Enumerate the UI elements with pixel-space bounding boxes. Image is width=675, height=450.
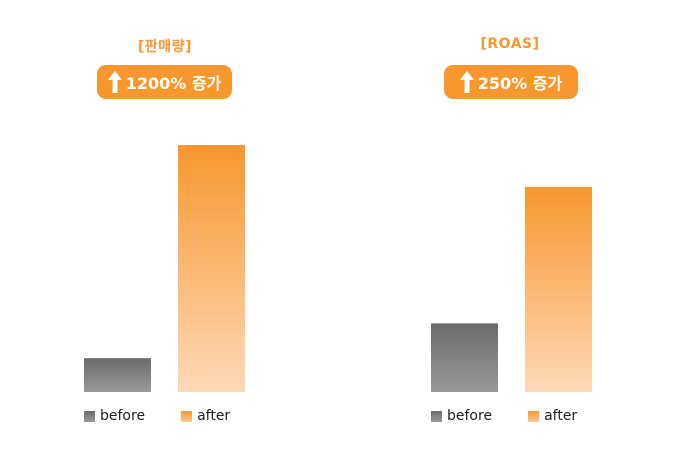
chart-title: [ROAS] <box>480 36 540 52</box>
legend-label-before: before <box>447 408 493 424</box>
chart-legend: before after <box>84 408 230 424</box>
legend-swatch-after <box>528 410 540 422</box>
legend-swatch-before <box>84 410 95 422</box>
chart-title: [판매량] <box>138 39 192 55</box>
legend-label-after: after <box>197 408 231 424</box>
legend-label-before: before <box>100 408 146 424</box>
legend-item-after: after <box>528 408 577 424</box>
chart-panel-sales: [판매량] 1200% 증가 before after <box>0 0 330 450</box>
bar-chart-roas <box>431 186 592 392</box>
legend-item-before: before <box>84 408 145 424</box>
legend-item-before: before <box>431 408 492 424</box>
bar-after <box>178 145 245 392</box>
increase-badge: 1200% 증가 <box>97 65 232 99</box>
bar-before <box>431 323 498 392</box>
legend-swatch-after <box>181 410 193 422</box>
legend-item-after: after <box>181 408 230 424</box>
increase-badge: 250% 증가 <box>444 65 578 99</box>
legend-swatch-before <box>431 410 442 422</box>
increase-label: 1200% 증가 <box>125 74 222 93</box>
bar-after <box>525 186 592 392</box>
bar-before <box>84 358 151 392</box>
chart-panel-roas: [ROAS] 250% 증가 before after <box>345 0 675 450</box>
bar-chart-sales <box>84 145 245 392</box>
increase-label: 250% 증가 <box>477 74 563 93</box>
legend-label-after: after <box>544 408 578 424</box>
chart-legend: before after <box>431 408 577 424</box>
arrow-up-icon <box>107 71 122 93</box>
arrow-up-icon <box>459 71 474 93</box>
